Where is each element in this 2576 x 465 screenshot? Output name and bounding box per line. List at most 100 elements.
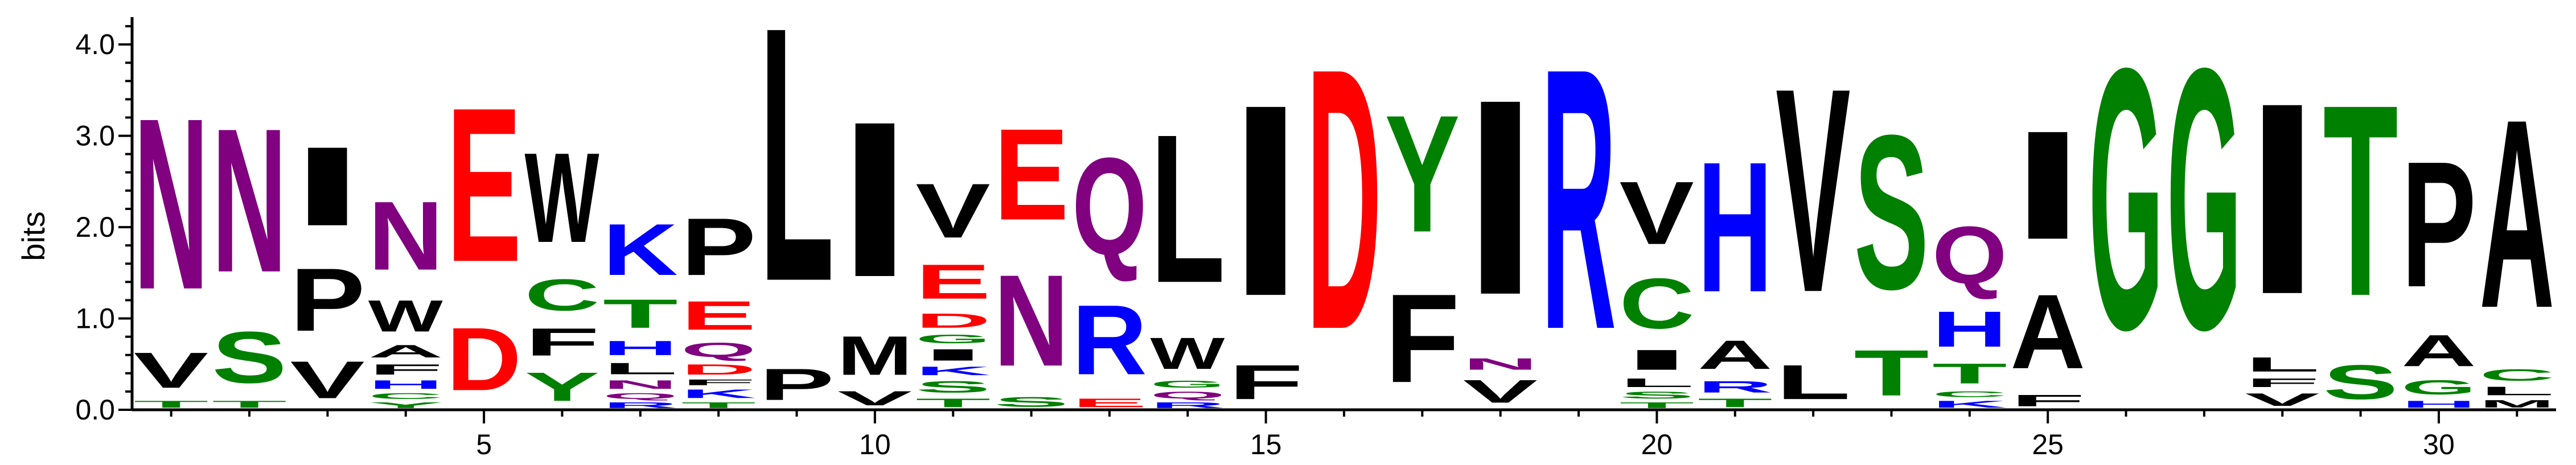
logo-letter-Q: Q — [603, 392, 678, 401]
logo-letter-glyph: V — [134, 342, 208, 398]
logo-letter-Y: Y — [525, 364, 600, 409]
logo-letter-H: H — [2401, 399, 2476, 410]
logo-letter-V: V — [915, 167, 990, 254]
logo-letter-A: A — [1698, 332, 1773, 378]
logo-letter-glyph: T — [212, 399, 287, 410]
logo-letter-A: A — [2479, 64, 2554, 364]
logo-letter-glyph: M — [837, 324, 913, 386]
x-tick-label: 5 — [476, 429, 492, 460]
logo-letter-glyph: I — [290, 124, 365, 249]
logo-letter-R: R — [603, 401, 678, 410]
logo-letter-glyph: Q — [1932, 210, 2007, 301]
logo-letter-glyph: R — [1150, 401, 1225, 410]
logo-letter-glyph: P — [759, 359, 835, 409]
logo-letter-F: F — [681, 378, 756, 387]
logo-letter-C: C — [368, 392, 443, 401]
x-tick-label: 25 — [2032, 429, 2064, 460]
logo-letter-F: F — [368, 361, 443, 378]
logo-letter-glyph: S — [2323, 355, 2398, 410]
logo-letter-glyph: S — [212, 316, 287, 398]
logo-letter-T: T — [603, 291, 678, 336]
logo-letter-N: N — [603, 378, 678, 392]
logo-letter-W: W — [1150, 328, 1225, 378]
logo-letter-L: L — [1150, 90, 1225, 327]
logo-letter-glyph: V — [290, 350, 364, 409]
logo-letter-glyph: R — [1541, 0, 1616, 407]
logo-letter-P: P — [2401, 124, 2476, 324]
x-axis-ticks: 5 10 15 20 25 30 — [170, 410, 2519, 460]
logo-letter-glyph: A — [2010, 273, 2085, 391]
logo-letter-R: R — [1072, 284, 1147, 396]
logo-letter-F: F — [2010, 392, 2085, 410]
logo-letter-S: S — [1854, 90, 1929, 336]
x-tick-label: 10 — [859, 429, 891, 460]
logo-letter-glyph: L — [2479, 384, 2554, 398]
logo-letter-V: V — [134, 342, 208, 398]
logo-letter-glyph: Q — [1150, 390, 1225, 401]
logo-letter-C: C — [2479, 366, 2554, 384]
logo-letter-glyph: Y — [1384, 81, 1460, 268]
logo-letter-glyph: V — [2245, 389, 2319, 409]
logo-letter-L: L — [1619, 376, 1694, 389]
logo-letter-D: D — [915, 309, 991, 332]
logo-letter-glyph: K — [603, 209, 678, 291]
logo-letter-K: K — [681, 387, 756, 401]
logo-letter-I: I — [837, 75, 913, 323]
logo-letter-glyph: F — [681, 378, 756, 387]
logo-letter-L: L — [2479, 384, 2554, 398]
logo-letter-P: P — [681, 201, 756, 293]
logo-letter-I: I — [2010, 98, 2085, 271]
logo-letter-F: F — [2245, 376, 2320, 389]
logo-letter-glyph: T — [603, 291, 678, 336]
logo-letter-glyph: G — [2167, 0, 2242, 408]
logo-letter-C: C — [1932, 390, 2007, 399]
logo-letter-T: T — [2323, 47, 2398, 353]
logo-letter-glyph: T — [2323, 47, 2398, 353]
x-tick-label: 15 — [1250, 429, 1282, 460]
logo-letter-glyph: N — [603, 378, 678, 392]
logo-letter-glyph: L — [603, 360, 678, 378]
logo-letter-glyph: D — [915, 309, 991, 332]
logo-letter-T: T — [1619, 401, 1694, 410]
logo-letter-glyph: A — [2479, 64, 2554, 364]
logo-letter-G: G — [2401, 376, 2476, 398]
logo-letter-D: D — [446, 310, 521, 410]
logo-letter-glyph: C — [1932, 390, 2007, 399]
logo-letter-R: R — [1698, 378, 1773, 396]
logo-letter-A: A — [2010, 273, 2085, 391]
logo-letter-F: F — [1229, 355, 1304, 409]
logo-letter-glyph: N — [994, 247, 1069, 393]
logo-letter-glyph: H — [368, 378, 443, 392]
logo-letter-glyph: C — [368, 392, 443, 401]
logo-letter-glyph: S — [1854, 90, 1929, 336]
y-tick-label: 1.0 — [75, 303, 115, 335]
logo-letter-V: V — [290, 350, 364, 409]
logo-letter-glyph: F — [2010, 392, 2085, 410]
logo-letter-glyph: K — [915, 364, 991, 378]
logo-letter-glyph: E — [994, 102, 1069, 248]
logo-letter-P: P — [290, 249, 365, 349]
logo-letter-glyph: M — [2479, 398, 2554, 410]
logo-letter-glyph: C — [1619, 264, 1694, 344]
logo-letter-glyph: F — [368, 361, 443, 378]
logo-letter-glyph: T — [1619, 401, 1694, 410]
logo-letter-glyph: P — [681, 201, 756, 293]
logo-letter-glyph: C — [2479, 366, 2554, 384]
logo-letter-glyph: S — [994, 394, 1069, 410]
logo-letter-glyph: V — [1463, 373, 1538, 410]
logo-letter-T: T — [681, 401, 756, 410]
logo-letter-L: L — [1776, 355, 1851, 409]
logo-letter-glyph: G — [2089, 0, 2164, 408]
logo-letter-glyph: V — [915, 167, 990, 254]
logo-letter-glyph: E — [681, 293, 756, 338]
logo-glyph-stack-layer: TVNTSNVPIYCHFAWNDEYFCWRQNLHTKTKFDQEPPLVM… — [134, 0, 2555, 410]
logo-letter-glyph: H — [2401, 399, 2476, 410]
logo-letter-glyph: L — [1619, 376, 1694, 389]
logo-letter-glyph: E — [915, 254, 991, 309]
logo-letter-S: S — [212, 316, 287, 398]
logo-letter-T: T — [134, 399, 209, 410]
logo-letter-glyph: T — [1698, 396, 1773, 410]
logo-letter-F: F — [525, 320, 600, 364]
x-tick-label: 20 — [1641, 429, 1673, 460]
logo-letter-P: P — [759, 359, 835, 409]
